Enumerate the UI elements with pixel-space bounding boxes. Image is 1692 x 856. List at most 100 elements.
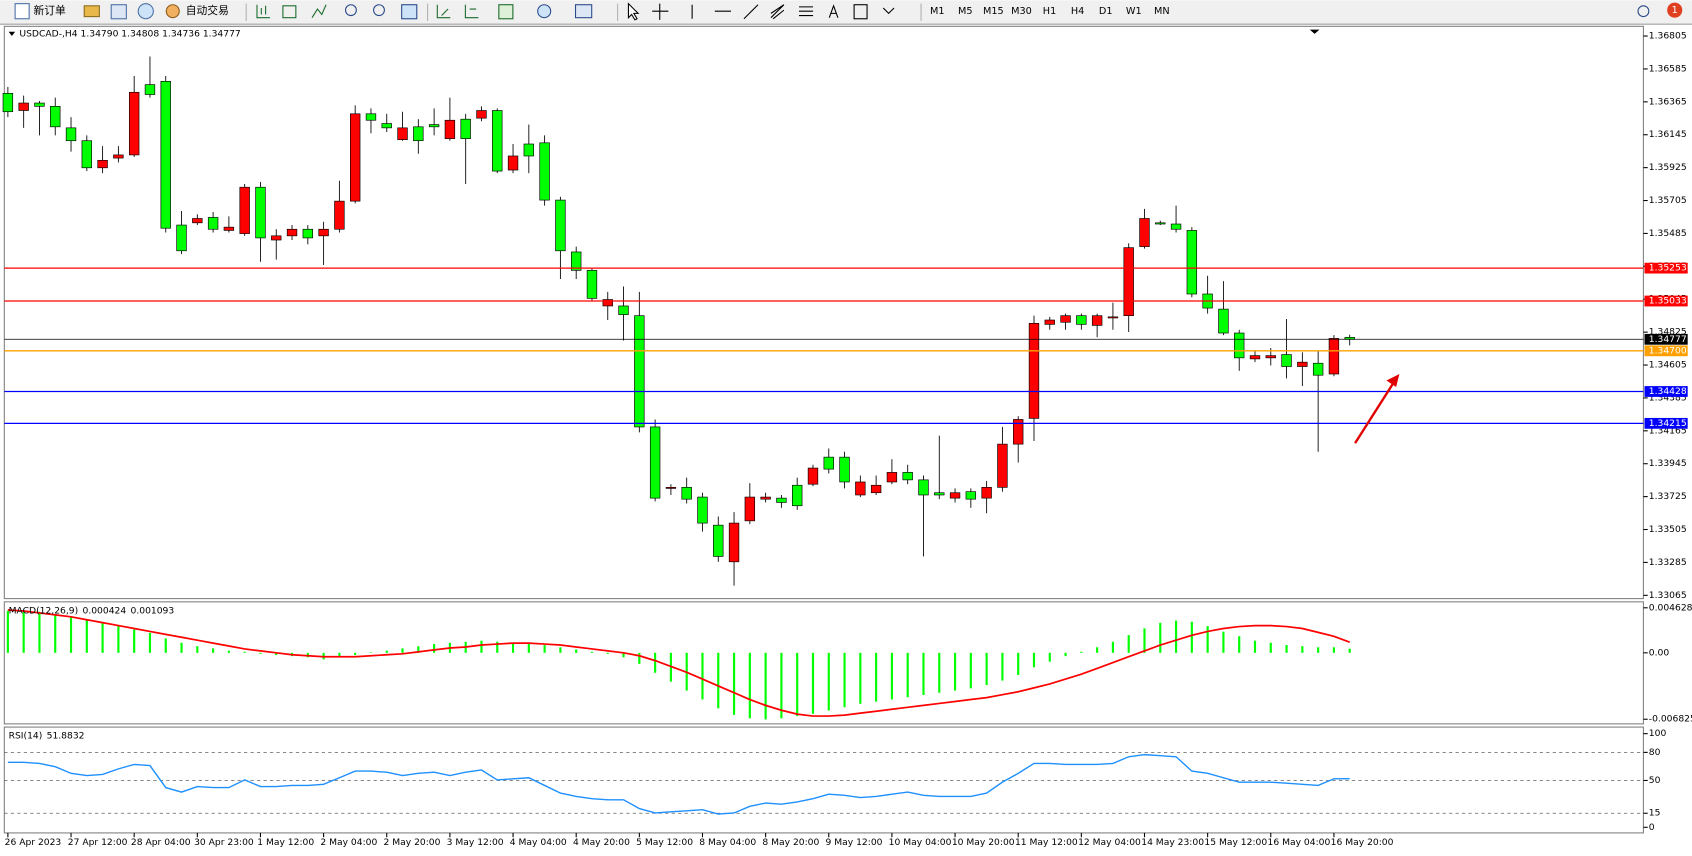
toolbar-icon[interactable] — [537, 4, 552, 19]
macd-bar — [717, 652, 720, 709]
macd-bar — [243, 651, 246, 653]
shift-marker — [1309, 29, 1320, 34]
macd-bar — [275, 652, 278, 656]
candle-body — [744, 496, 756, 522]
candle-body — [81, 140, 92, 169]
auto-trade-button[interactable]: 自动交易 — [186, 4, 229, 17]
notification-badge[interactable] — [1667, 2, 1683, 18]
candle-body — [776, 497, 787, 503]
level-price-label: 1.35253 — [1649, 263, 1687, 274]
candle-body — [902, 472, 913, 481]
channel-tool[interactable] — [770, 4, 785, 20]
candle-body — [97, 159, 108, 169]
timeframe-button[interactable]: M15 — [983, 6, 1004, 17]
macd-bar — [180, 642, 183, 653]
timeframe-button[interactable]: H4 — [1071, 6, 1084, 17]
current-price-box — [1644, 333, 1688, 345]
timeframe-button[interactable]: D1 — [1099, 6, 1113, 17]
timeframe-button[interactable]: M5 — [958, 6, 973, 17]
macd-bar — [1238, 636, 1241, 653]
candle-body — [223, 226, 235, 231]
macd-bar — [480, 640, 483, 653]
arrow-shaft — [1354, 383, 1394, 444]
label-tool[interactable] — [853, 4, 868, 20]
toolbar-icon[interactable] — [311, 4, 327, 18]
y-tick-label: 0 — [1649, 822, 1655, 833]
text-tool[interactable] — [828, 4, 839, 18]
timeframe-button[interactable]: MN — [1154, 6, 1170, 17]
x-tick-label: 8 May 04:00 — [699, 837, 756, 848]
toolbar-icon[interactable] — [574, 4, 593, 19]
candle-body — [934, 492, 945, 496]
search-icon[interactable] — [1637, 5, 1650, 18]
candle-body — [144, 84, 156, 95]
candle-body — [18, 102, 29, 111]
toolbar-icon[interactable] — [110, 4, 127, 20]
x-tick-label: 4 May 04:00 — [510, 837, 567, 848]
timeframe-button[interactable]: M1 — [930, 6, 945, 17]
macd-bar — [859, 652, 862, 704]
cursor-tool[interactable] — [627, 2, 640, 21]
candle-body — [618, 305, 629, 315]
toolbar-icon[interactable] — [464, 4, 479, 19]
macd-bar — [953, 652, 957, 691]
toolbar-icon[interactable] — [436, 4, 451, 19]
candle-body — [128, 91, 140, 156]
y-tick-label: 15 — [1649, 808, 1661, 819]
zoom-in-icon[interactable] — [344, 4, 357, 17]
timeframe-button[interactable]: W1 — [1126, 6, 1142, 17]
candle-body — [649, 426, 661, 499]
fibo-tool[interactable] — [799, 6, 814, 17]
x-tick-label: 30 Apr 23:00 — [194, 837, 254, 848]
x-tick-label: 2 May 20:00 — [384, 837, 441, 848]
timeframe-button[interactable]: H1 — [1043, 6, 1056, 17]
toolbar-icon[interactable] — [282, 5, 297, 19]
macd-bar — [101, 622, 104, 653]
candle-body — [2, 92, 14, 113]
candle-body — [176, 224, 187, 252]
y-tick-label: 1.35705 — [1649, 195, 1687, 206]
toolbar-icon[interactable] — [83, 5, 100, 18]
toolbar-icon[interactable] — [401, 4, 418, 20]
macd-bar — [1269, 642, 1272, 653]
macd-bar — [701, 652, 704, 700]
crosshair-tool[interactable] — [652, 3, 669, 20]
indicator-value: 0.001093 — [131, 605, 175, 616]
y-tick-label: 0.004628 — [1649, 602, 1692, 613]
candle-body — [1328, 338, 1340, 375]
zoom-out-icon[interactable] — [373, 4, 385, 17]
toolbar-icon[interactable] — [137, 3, 154, 20]
new-order-button[interactable]: 新订单 — [33, 4, 66, 17]
trendline-tool[interactable] — [743, 4, 759, 20]
chart-subtitle: USDCAD-,H4 1.34790 1.34808 1.34736 1.347… — [19, 28, 240, 39]
y-tick-label: 1.36805 — [1649, 31, 1687, 42]
x-tick-label: 15 May 12:00 — [1204, 837, 1267, 848]
new-order-icon[interactable] — [14, 3, 30, 20]
candle-body — [997, 443, 1008, 488]
macd-bar — [1190, 621, 1193, 653]
toolbar-icon[interactable] — [256, 4, 270, 19]
candle-body — [476, 110, 487, 119]
arrow-tool[interactable] — [882, 7, 895, 15]
candle-body — [492, 110, 503, 172]
timeframe-button[interactable]: M30 — [1011, 6, 1032, 17]
y-tick-label: 100 — [1649, 728, 1667, 739]
toolbar-icon[interactable] — [498, 4, 514, 20]
candle-body — [1281, 354, 1292, 367]
candle-body — [50, 106, 61, 128]
macd-bar — [1348, 648, 1351, 653]
candle-body — [634, 315, 645, 428]
auto-trade-icon[interactable] — [165, 4, 180, 19]
x-tick-label: 12 May 04:00 — [1078, 837, 1141, 848]
candle-body — [681, 487, 692, 500]
candle-body — [1044, 319, 1055, 325]
macd-bar — [543, 645, 546, 653]
candle-body — [255, 186, 266, 239]
candle-body — [792, 484, 803, 507]
macd-bar — [338, 652, 341, 658]
candle-body — [239, 186, 250, 234]
macd-bar — [22, 610, 25, 653]
macd-bar — [1285, 645, 1288, 653]
indicator-title: RSI(14) 51.8832 — [9, 730, 85, 741]
